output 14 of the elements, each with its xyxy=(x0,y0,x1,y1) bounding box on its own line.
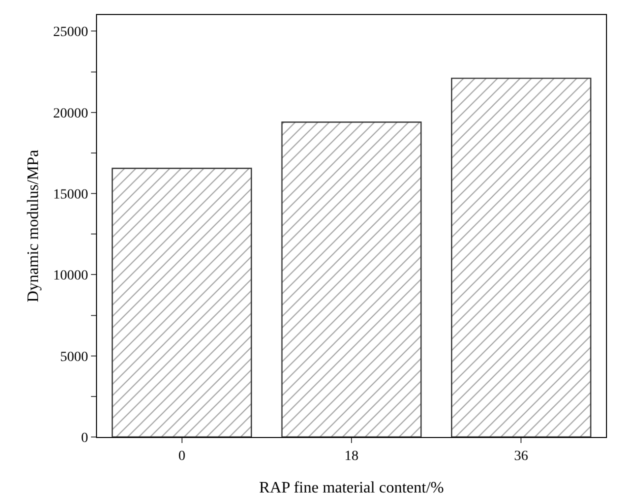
y-tick-label: 20000 xyxy=(53,106,88,122)
bar xyxy=(281,122,422,437)
x-axis-title: RAP fine material content/% xyxy=(259,480,444,497)
x-tick-label: 0 xyxy=(178,448,186,464)
x-tick-label: 18 xyxy=(344,448,358,464)
y-axis-title: Dynamic modulus/MPa xyxy=(25,150,42,302)
y-tick-label: 5000 xyxy=(60,350,88,365)
bar xyxy=(451,78,592,437)
y-tick-label: 0 xyxy=(81,430,88,446)
x-tick-label: 36 xyxy=(514,448,528,464)
y-tick-label: 15000 xyxy=(53,187,88,202)
y-tick-label: 10000 xyxy=(53,268,88,284)
bar xyxy=(112,168,252,437)
y-tick-label: 25000 xyxy=(53,25,88,40)
